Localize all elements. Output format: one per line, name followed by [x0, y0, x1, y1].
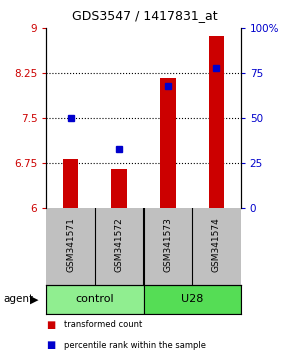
- Text: percentile rank within the sample: percentile rank within the sample: [64, 341, 206, 350]
- Text: ▶: ▶: [30, 295, 39, 304]
- Text: GSM341571: GSM341571: [66, 218, 75, 273]
- Text: GDS3547 / 1417831_at: GDS3547 / 1417831_at: [72, 9, 218, 22]
- Bar: [63, 159, 79, 209]
- Bar: [144, 285, 241, 314]
- Text: control: control: [76, 295, 114, 304]
- Text: U28: U28: [181, 295, 203, 304]
- Text: GSM341574: GSM341574: [212, 218, 221, 273]
- Bar: [209, 35, 224, 209]
- Text: GSM341572: GSM341572: [115, 218, 124, 273]
- Bar: [160, 78, 176, 209]
- Text: transformed count: transformed count: [64, 320, 142, 329]
- Text: GSM341573: GSM341573: [163, 218, 172, 273]
- Text: ■: ■: [46, 320, 56, 330]
- Text: ■: ■: [46, 340, 56, 350]
- Bar: [46, 285, 144, 314]
- Bar: [111, 170, 127, 209]
- Text: agent: agent: [3, 295, 33, 304]
